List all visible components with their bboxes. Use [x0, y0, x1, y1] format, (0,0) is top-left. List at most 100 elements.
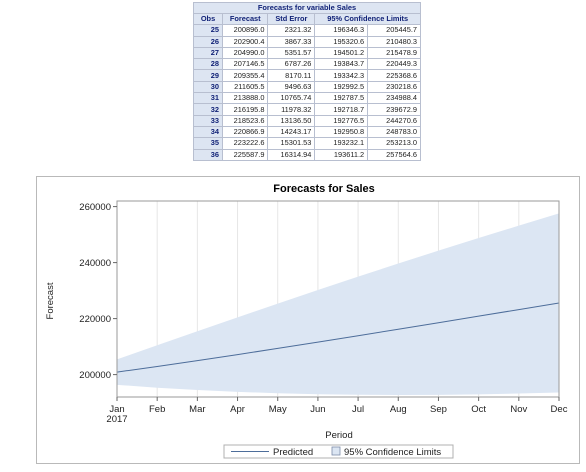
cell-upper-limit: 239672.9: [367, 103, 421, 116]
cell-upper-limit: 205445.7: [367, 24, 421, 37]
cell-forecast: 204990.0: [221, 46, 269, 60]
cell-upper-limit: 220449.3: [367, 58, 421, 71]
forecast-table: Forecasts for variable Sales Obs Forecas…: [193, 2, 421, 161]
forecast-chart: Forecasts for Sales 200000 220000 240000 26…: [36, 176, 580, 464]
table-row: 28 207146.5 6787.26 193843.7 220449.3: [193, 58, 421, 71]
table-row: 36 225587.9 16314.94 193611.2 257564.6: [193, 148, 421, 161]
x-axis: Jan Feb Mar Apr May Jun Jul Aug Sep Oct Nov Dec 2017: [106, 397, 568, 425]
cell-forecast: 223222.6: [221, 137, 269, 150]
x-tick-label: Feb: [149, 404, 165, 415]
cell-obs: 31: [193, 92, 223, 105]
cell-std-error: 11978.32: [267, 103, 316, 116]
cell-obs: 26: [193, 35, 223, 48]
chart-svg: Forecasts for Sales 200000 220000 240000 26…: [45, 183, 568, 459]
x-tick-label: Sep: [430, 404, 447, 415]
table-row: 25 200896.0 2321.32 196346.3 205445.7: [193, 24, 421, 37]
cell-forecast: 213888.0: [221, 92, 269, 105]
cell-lower-limit: 193232.1: [314, 137, 369, 150]
cell-obs: 25: [193, 24, 223, 37]
y-tick-label: 220000: [79, 314, 111, 325]
x-year-label: 2017: [106, 414, 127, 425]
cell-obs: 33: [193, 114, 223, 127]
cell-upper-limit: 253213.0: [367, 137, 421, 150]
x-tick-label: Nov: [510, 404, 527, 415]
cell-lower-limit: 193843.7: [314, 58, 369, 71]
x-tick-label: Dec: [551, 404, 568, 415]
predicted-line: [116, 302, 560, 373]
cell-obs: 34: [193, 125, 223, 139]
cell-lower-limit: 192992.5: [314, 80, 369, 94]
cell-obs: 35: [193, 137, 223, 150]
cell-forecast: 211605.5: [221, 80, 269, 94]
confidence-band-layer: [117, 213, 559, 395]
cell-upper-limit: 210480.3: [367, 35, 421, 48]
y-axis: 200000 220000 240000 260000: [79, 202, 117, 381]
cell-forecast: 220866.9: [221, 125, 269, 139]
cell-lower-limit: 194501.2: [314, 46, 369, 60]
cell-upper-limit: 234988.4: [367, 92, 421, 105]
cell-std-error: 2321.32: [267, 24, 316, 37]
y-tick-label: 200000: [79, 370, 111, 381]
cell-obs: 36: [193, 148, 223, 161]
cell-std-error: 9496.63: [267, 80, 316, 94]
cell-forecast: 200896.0: [221, 24, 269, 37]
legend-band-label: 95% Confidence Limits: [344, 447, 441, 458]
confidence-band: [117, 213, 559, 395]
header-confidence-limits: 95% Confidence Limits: [314, 12, 421, 26]
chart-title: Forecasts for Sales: [273, 183, 375, 195]
cell-std-error: 6787.26: [267, 58, 316, 71]
cell-std-error: 8170.11: [267, 69, 316, 82]
cell-forecast: 216195.8: [221, 103, 269, 116]
cell-lower-limit: 193342.3: [314, 69, 369, 82]
x-tick-label: Jul: [352, 404, 364, 415]
x-axis-label: Period: [325, 430, 352, 441]
x-tick-label: Jan: [109, 404, 124, 415]
x-tick-label: Aug: [390, 404, 407, 415]
table-row: 31 213888.0 10765.74 192787.5 234988.4: [193, 92, 421, 105]
cell-std-error: 13136.50: [267, 114, 316, 127]
cell-lower-limit: 192776.5: [314, 114, 369, 127]
cell-upper-limit: 257564.6: [367, 148, 421, 161]
cell-obs: 28: [193, 58, 223, 71]
table-row: 27 204990.0 5351.57 194501.2 215478.9: [193, 46, 421, 60]
legend: Predicted 95% Confidence Limits: [223, 444, 454, 459]
cell-std-error: 15301.53: [267, 137, 316, 150]
table-row: 30 211605.5 9496.63 192992.5 230218.6: [193, 80, 421, 94]
cell-upper-limit: 248783.0: [367, 125, 421, 139]
cell-std-error: 10765.74: [267, 92, 316, 105]
cell-forecast: 218523.6: [221, 114, 269, 127]
x-tick-label: Mar: [189, 404, 205, 415]
table-caption: Forecasts for variable Sales: [193, 2, 421, 13]
predicted-line-layer: [116, 302, 560, 373]
table-row: 29 209355.4 8170.11 193342.3 225368.6: [193, 69, 421, 82]
table-header-row: Obs Forecast Std Error 95% Confidence Li…: [193, 12, 421, 26]
table-row: 35 223222.6 15301.53 193232.1 253213.0: [193, 137, 421, 150]
y-tick-label: 260000: [79, 202, 111, 213]
table-row: 32 216195.8 11978.32 192718.7 239672.9: [193, 103, 421, 116]
header-std-error: Std Error: [267, 12, 316, 26]
forecast-table-container: Forecasts for variable Sales Obs Forecas…: [193, 2, 421, 161]
x-tick-label: May: [269, 404, 287, 415]
x-tick-label: Apr: [230, 404, 245, 415]
table-body: 25 200896.0 2321.32 196346.3 205445.7 26 20290…: [193, 24, 421, 161]
table-row: 26 202900.4 3867.33 195320.6 210480.3: [193, 35, 421, 48]
cell-std-error: 16314.94: [267, 148, 316, 161]
x-tick-label: Jun: [310, 404, 325, 415]
cell-obs: 30: [193, 80, 223, 94]
cell-forecast: 209355.4: [221, 69, 269, 82]
table-row: 34 220866.9 14243.17 192950.8 248783.0: [193, 125, 421, 139]
cell-forecast: 202900.4: [221, 35, 269, 48]
y-tick-label: 240000: [79, 258, 111, 269]
cell-std-error: 5351.57: [267, 46, 316, 60]
cell-lower-limit: 192787.5: [314, 92, 369, 105]
cell-lower-limit: 195320.6: [314, 35, 369, 48]
x-tick-label: Oct: [471, 404, 486, 415]
legend-predicted-label: Predicted: [273, 447, 313, 458]
cell-upper-limit: 230218.6: [367, 80, 421, 94]
table-row: 33 218523.6 13136.50 192776.5 244270.6: [193, 114, 421, 127]
header-obs: Obs: [193, 12, 223, 26]
y-axis-label: Forecast: [45, 282, 56, 319]
cell-lower-limit: 196346.3: [314, 24, 369, 37]
cell-obs: 27: [193, 46, 223, 60]
cell-obs: 29: [193, 69, 223, 82]
